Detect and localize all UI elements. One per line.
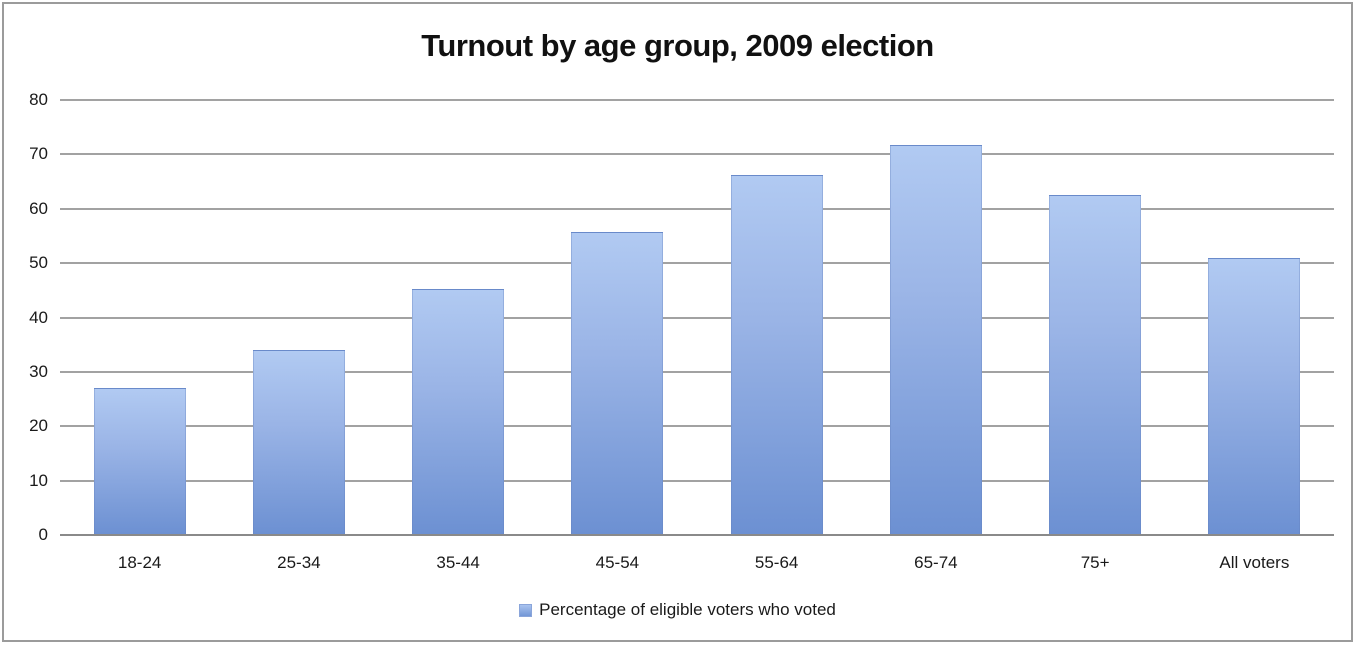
x-tick-label-35-44: 35-44 [436,553,480,572]
chart-title: Turnout by age group, 2009 election [421,28,934,63]
y-tick-label-50: 50 [29,253,48,273]
x-tick-label-all-voters: All voters [1219,553,1290,572]
y-tick-label-30: 30 [29,361,48,381]
bar-75- [1049,195,1142,535]
x-axis: 18-24 25-34 35-44 45-54 55-64 65-74 75+ All vot… [60,553,1334,573]
gridline-60 [60,207,1334,210]
gridline-40 [60,316,1334,319]
x-tick-label-55-64: 55-64 [754,553,799,572]
y-tick-label-10: 10 [29,470,48,490]
y-tick-label-60: 60 [29,198,48,218]
plot-area [60,99,1334,536]
x-tick-label-75-: 75+ [1080,553,1110,572]
x-tick-label-18-24: 18-24 [117,553,162,572]
bar-18-24 [93,388,186,535]
x-tick-label-25-34: 25-34 [277,553,321,572]
gridline-30 [60,370,1334,373]
bar-65-74 [889,145,982,535]
y-axis: 0 10 20 30 40 50 60 70 80 [4,90,48,544]
y-tick-label-0: 0 [38,525,48,544]
gridline-50 [60,262,1334,265]
gridline-80 [60,99,1334,101]
bar-35-44 [412,288,505,535]
legend-label: Percentage of eligible voters who voted [539,600,836,619]
legend-swatch-icon [519,603,533,617]
bar-all-voters [1208,257,1301,535]
y-tick-label-80: 80 [29,90,48,109]
legend: Percentage of eligible voters who voted [4,600,1351,620]
y-tick-label-70: 70 [29,144,48,164]
y-tick-label-40: 40 [29,307,48,327]
gridline-10 [60,479,1334,482]
bar-45-54 [571,232,664,535]
y-tick-label-20: 20 [29,416,48,436]
x-axis-line [60,534,1334,536]
gridline-20 [60,425,1334,428]
gridline-70 [60,153,1334,156]
x-tick-label-45-54: 45-54 [595,553,640,572]
bar-55-64 [730,174,823,535]
bar-25-34 [252,350,345,535]
x-tick-label-65-74: 65-74 [914,553,958,572]
